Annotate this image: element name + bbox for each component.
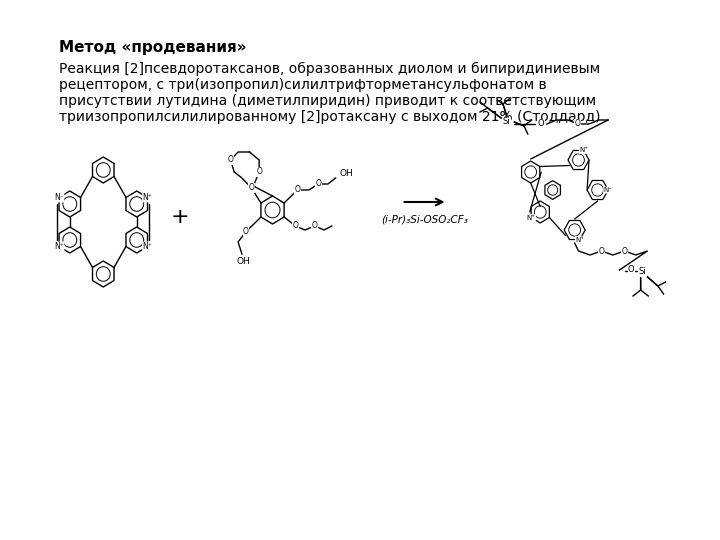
Text: O: O (538, 119, 544, 129)
Text: рецептором, с три(изопропил)силилтрифторметансульфонатом в: рецептором, с три(изопропил)силилтрифтор… (59, 78, 547, 92)
Text: O: O (315, 179, 321, 188)
Text: N⁺: N⁺ (143, 242, 153, 251)
Text: N⁺: N⁺ (526, 214, 536, 220)
Text: O: O (628, 266, 634, 274)
Text: O: O (256, 167, 262, 177)
Text: O: O (248, 184, 254, 192)
Text: N⁺: N⁺ (575, 237, 585, 242)
Text: O: O (243, 227, 248, 237)
Text: O: O (621, 246, 627, 255)
Text: Реакция [2]псевдоротаксанов, образованных диолом и бипиридиниевым: Реакция [2]псевдоротаксанов, образованны… (59, 62, 600, 76)
Text: O: O (294, 186, 300, 194)
Text: N⁻: N⁻ (603, 187, 613, 193)
Text: N⁺: N⁺ (580, 147, 588, 153)
Text: Si: Si (503, 118, 510, 126)
Text: присутствии лутидина (диметилпиридин) приводит к соответствующим: присутствии лутидина (диметилпиридин) пр… (59, 94, 596, 108)
Text: O: O (575, 119, 580, 129)
Text: N⁺: N⁺ (54, 242, 64, 251)
Text: N⁺: N⁺ (143, 193, 153, 202)
Text: O: O (312, 221, 318, 231)
Text: (i-Pr)₃Si-OSO₂CF₃: (i-Pr)₃Si-OSO₂CF₃ (381, 214, 468, 224)
Text: N⁻: N⁻ (54, 193, 64, 202)
Text: Метод «продевания»: Метод «продевания» (59, 40, 247, 55)
Text: O: O (598, 246, 604, 255)
Text: триизопропилсилилированному [2]ротаксану с выходом 21% (Стоддард): триизопропилсилилированному [2]ротаксану… (59, 110, 600, 124)
Text: Si: Si (639, 267, 647, 276)
Text: +: + (171, 207, 189, 227)
Text: OH: OH (339, 170, 354, 179)
Text: O: O (292, 221, 298, 231)
Text: O: O (228, 156, 233, 165)
Text: OH: OH (237, 258, 251, 267)
